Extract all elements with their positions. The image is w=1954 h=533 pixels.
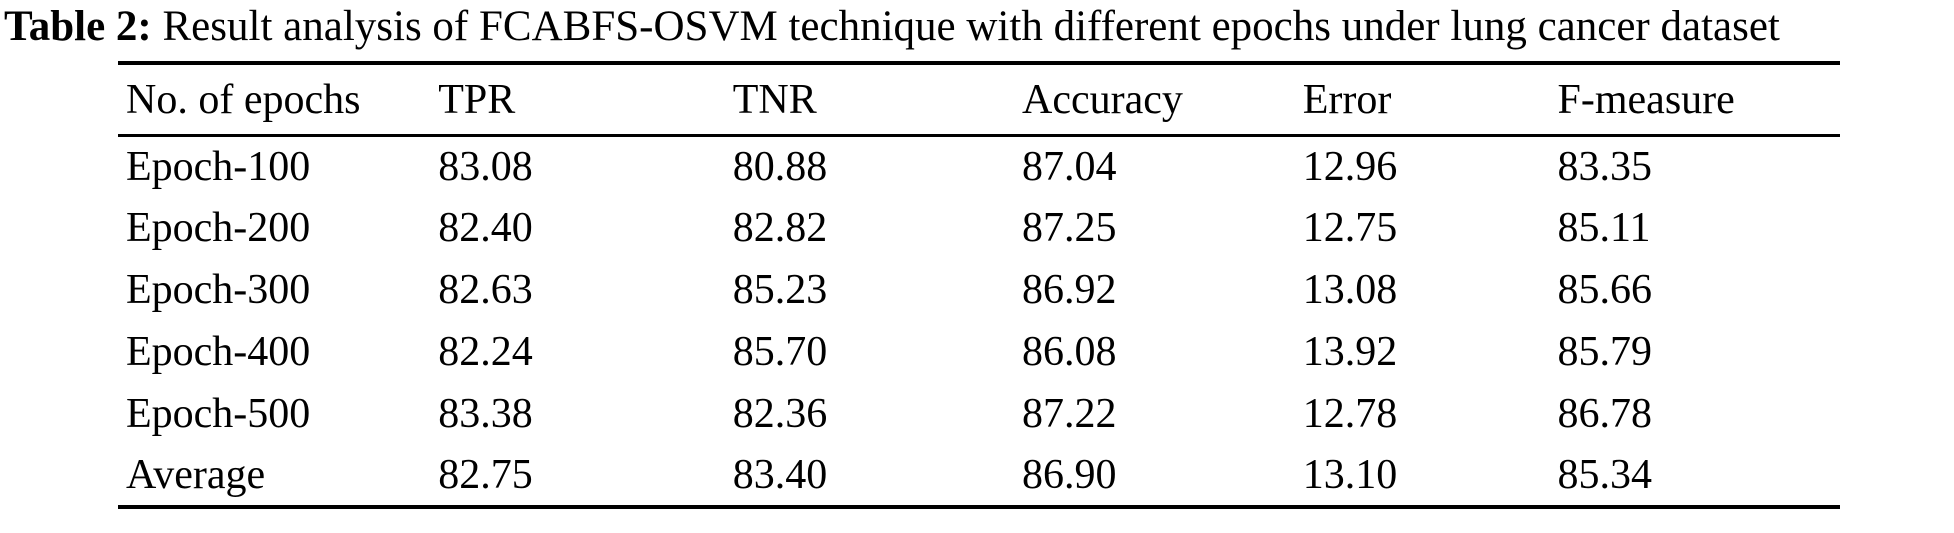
table-cell: 85.79	[1557, 329, 1653, 376]
table-row-average: Average 82.75 83.40 86.90 13.10 85.34	[118, 445, 1840, 507]
table-cell: 82.24	[438, 329, 533, 376]
table-cell: 87.25	[1022, 205, 1117, 252]
table-cell: 85.66	[1557, 267, 1653, 314]
table-cell: 83.38	[438, 391, 533, 438]
table-body: Epoch-100 83.08 80.88 87.04 12.96 83.35 …	[118, 135, 1840, 507]
row-label: Average	[126, 452, 266, 499]
table-cell: 82.40	[438, 205, 533, 252]
table-row: Epoch-100 83.08 80.88 87.04 12.96 83.35	[118, 135, 1840, 197]
column-header-fmeasure: F-measure	[1557, 76, 1735, 123]
column-header-tnr: TNR	[732, 76, 817, 123]
table-cell: 82.75	[438, 452, 533, 499]
table-cell: 80.88	[732, 144, 828, 191]
row-label: Epoch-300	[126, 267, 311, 314]
column-header-accuracy: Accuracy	[1022, 76, 1183, 123]
table-cell: 13.08	[1302, 267, 1398, 314]
column-header-error: Error	[1302, 76, 1392, 123]
results-table: No. of epochs TPR TNR Accuracy Error F-m…	[118, 61, 1840, 510]
table-cell: 82.36	[732, 391, 828, 438]
table-cell: 86.92	[1022, 267, 1117, 314]
table-caption: Table 2: Result analysis of FCABFS-OSVM …	[0, 0, 1954, 51]
table-cell: 83.40	[732, 452, 828, 499]
table-cell: 86.78	[1557, 391, 1653, 438]
row-label: Epoch-500	[126, 391, 311, 438]
table-cell: 12.75	[1302, 205, 1398, 252]
column-header-epochs: No. of epochs	[126, 76, 361, 123]
table-cell: 83.35	[1557, 144, 1653, 191]
table-cell: 85.34	[1557, 452, 1653, 499]
table-cell: 83.08	[438, 144, 533, 191]
table-cell: 85.23	[732, 267, 828, 314]
table-row: Epoch-500 83.38 82.36 87.22 12.78 86.78	[118, 383, 1840, 445]
table-header: No. of epochs TPR TNR Accuracy Error F-m…	[118, 63, 1840, 136]
table-cell: 85.70	[732, 329, 828, 376]
table-cell: 86.90	[1022, 452, 1117, 499]
row-label: Epoch-200	[126, 205, 311, 252]
table-caption-label: Table 2:	[4, 3, 152, 50]
table-row: Epoch-400 82.24 85.70 86.08 13.92 85.79	[118, 321, 1840, 383]
table-caption-text: Result analysis of FCABFS-OSVM technique…	[162, 3, 1780, 50]
column-header-tpr: TPR	[438, 76, 516, 123]
row-label: Epoch-400	[126, 329, 311, 376]
table-cell: 82.82	[732, 205, 828, 252]
table-cell: 13.10	[1302, 452, 1398, 499]
table-cell: 13.92	[1302, 329, 1398, 376]
table-container: No. of epochs TPR TNR Accuracy Error F-m…	[118, 61, 1840, 510]
table-cell: 82.63	[438, 267, 533, 314]
header-row: No. of epochs TPR TNR Accuracy Error F-m…	[118, 63, 1840, 136]
table-cell: 12.78	[1302, 391, 1398, 438]
row-label: Epoch-100	[126, 144, 311, 191]
table-cell: 12.96	[1302, 144, 1398, 191]
table-row: Epoch-200 82.40 82.82 87.25 12.75 85.11	[118, 197, 1840, 259]
table-cell: 86.08	[1022, 329, 1117, 376]
table-cell: 85.11	[1557, 205, 1651, 252]
table-row: Epoch-300 82.63 85.23 86.92 13.08 85.66	[118, 259, 1840, 321]
table-cell: 87.04	[1022, 144, 1117, 191]
table-cell: 87.22	[1022, 391, 1117, 438]
